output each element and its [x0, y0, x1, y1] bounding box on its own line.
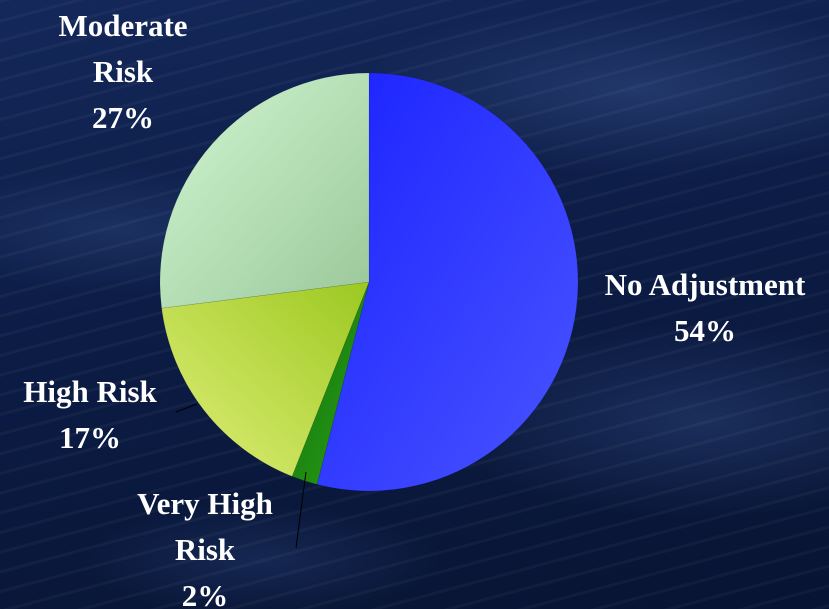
- slice-label-line: No Adjustment: [605, 267, 806, 302]
- leader-line-very-high-risk: [295, 471, 307, 549]
- slice-label-line: 54%: [674, 313, 736, 348]
- pie-slice-moderate-risk: [159, 72, 370, 309]
- slice-label-line: Moderate: [58, 8, 187, 43]
- slice-label-moderate-risk: Moderate Risk 27%: [58, 8, 187, 135]
- pie-slice-high-risk: [161, 281, 370, 477]
- slice-label-line: Risk: [175, 532, 236, 567]
- slice-label-line: Very High: [137, 486, 273, 521]
- pie-slices: [159, 72, 579, 492]
- slice-labels: No Adjustment 54% Very High Risk 2% High Risk…: [23, 8, 806, 609]
- slice-label-no-adjustment: No Adjustment 54%: [605, 267, 806, 348]
- slice-label-line: 27%: [92, 100, 154, 135]
- leader-line-high-risk: [175, 403, 198, 413]
- leader-lines: [175, 403, 307, 549]
- pie-slice-no-adjustment: [316, 72, 579, 492]
- slice-label-very-high-risk: Very High Risk 2%: [137, 486, 273, 609]
- slice-label-line: Risk: [93, 54, 154, 89]
- slice-label-line: High Risk: [23, 374, 157, 409]
- slice-label-high-risk: High Risk 17%: [23, 374, 157, 455]
- slice-label-line: 2%: [182, 578, 229, 609]
- slice-label-line: 17%: [59, 420, 121, 455]
